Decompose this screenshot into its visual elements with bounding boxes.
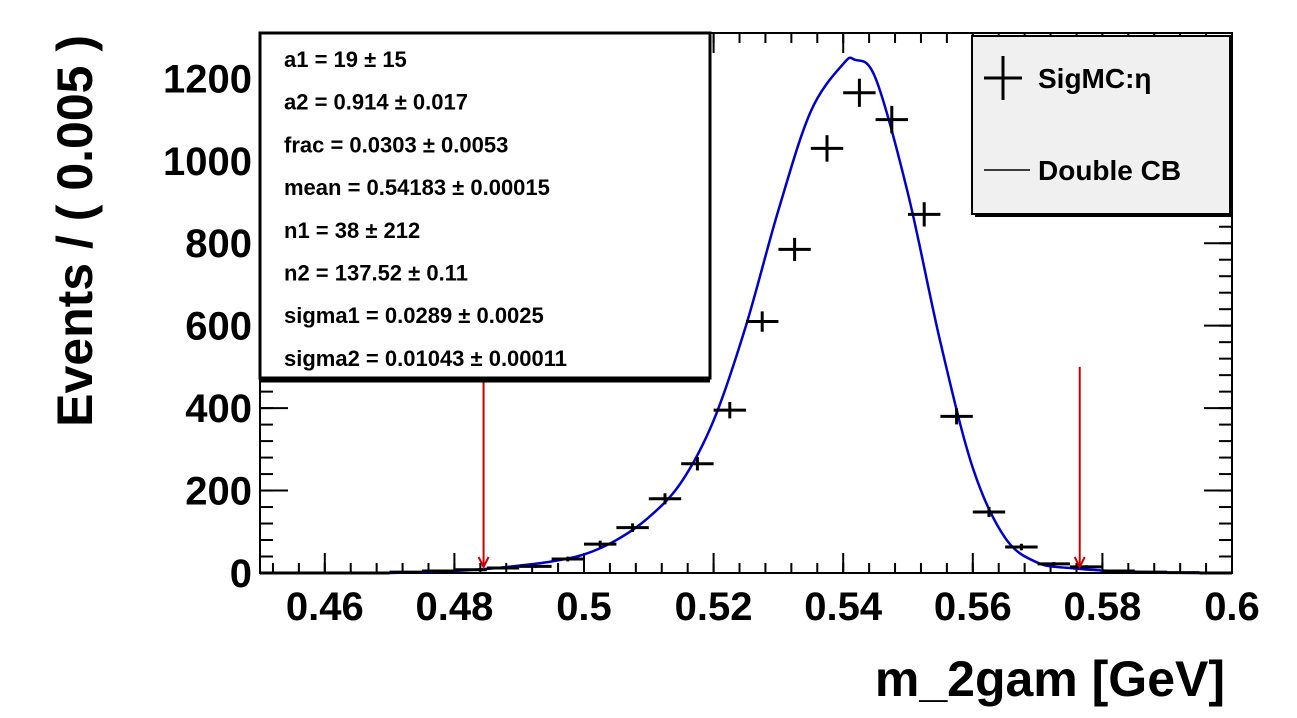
data-point — [746, 311, 779, 332]
x-tick-label: 0.58 — [1063, 585, 1141, 629]
fit-parameter-line: n1 = 38 ± 212 — [284, 218, 420, 243]
data-point — [584, 540, 617, 548]
x-tick-label: 0.6 — [1204, 585, 1260, 629]
data-point — [713, 401, 746, 419]
y-tick-label: 1200 — [163, 57, 252, 101]
data-point — [681, 457, 714, 471]
fit-parameter-line: n2 = 137.52 ± 0.11 — [284, 261, 468, 286]
y-tick-label: 200 — [185, 470, 252, 514]
data-point — [875, 105, 908, 134]
data-point — [843, 78, 876, 107]
data-point — [1005, 543, 1038, 551]
fit-parameter-line: frac = 0.0303 ± 0.0053 — [284, 132, 508, 157]
fit-parameter-line: a1 = 19 ± 15 — [284, 47, 407, 72]
y-tick-label: 0 — [230, 552, 252, 596]
data-point — [389, 570, 422, 574]
fit-parameter-line: mean = 0.54183 ± 0.00015 — [284, 175, 550, 200]
data-point — [422, 569, 455, 573]
fit-parameter-line: sigma2 = 0.01043 ± 0.00011 — [284, 346, 567, 371]
data-point — [454, 568, 487, 572]
data-point — [908, 202, 941, 227]
data-point — [1037, 561, 1070, 566]
data-point — [810, 135, 844, 162]
data-point — [519, 564, 552, 569]
fit-parameters-box — [258, 31, 712, 380]
x-tick-label: 0.54 — [804, 585, 883, 629]
data-point — [940, 408, 973, 425]
y-tick-label: 1000 — [163, 140, 252, 184]
y-tick-label: 800 — [185, 222, 252, 266]
x-tick-label: 0.5 — [556, 585, 612, 629]
selection-arrow — [1073, 366, 1086, 570]
data-point — [486, 566, 520, 570]
legend-label-sigmc: SigMC:η — [1038, 63, 1152, 94]
y-tick-label: 400 — [185, 387, 252, 431]
x-tick-label: 0.48 — [415, 585, 493, 629]
fit-parameter-line: sigma1 = 0.0289 ± 0.0025 — [284, 303, 544, 328]
data-point — [616, 523, 649, 532]
x-axis-title: m_2gam [GeV] — [875, 651, 1225, 707]
selection-arrow-head — [477, 556, 490, 570]
y-axis-title: Events / ( 0.005 ) — [47, 35, 103, 427]
legend-label-double-cb: Double CB — [1038, 155, 1181, 186]
data-point — [551, 556, 584, 562]
x-tick-label: 0.56 — [934, 585, 1012, 629]
x-tick-label: 0.46 — [286, 585, 364, 629]
data-point — [972, 506, 1006, 518]
y-tick-label: 600 — [185, 305, 252, 349]
x-tick-label: 0.52 — [675, 585, 753, 629]
data-point — [778, 237, 811, 261]
data-point — [648, 493, 682, 505]
legend-box — [971, 35, 1231, 215]
selection-arrow-head — [1073, 556, 1086, 570]
data-point — [1070, 565, 1103, 569]
selection-arrow — [477, 366, 490, 570]
fit-parameter-line: a2 = 0.914 ± 0.017 — [284, 90, 468, 115]
data-point — [1134, 570, 1168, 574]
data-point — [1167, 571, 1200, 575]
data-point — [1102, 569, 1135, 573]
